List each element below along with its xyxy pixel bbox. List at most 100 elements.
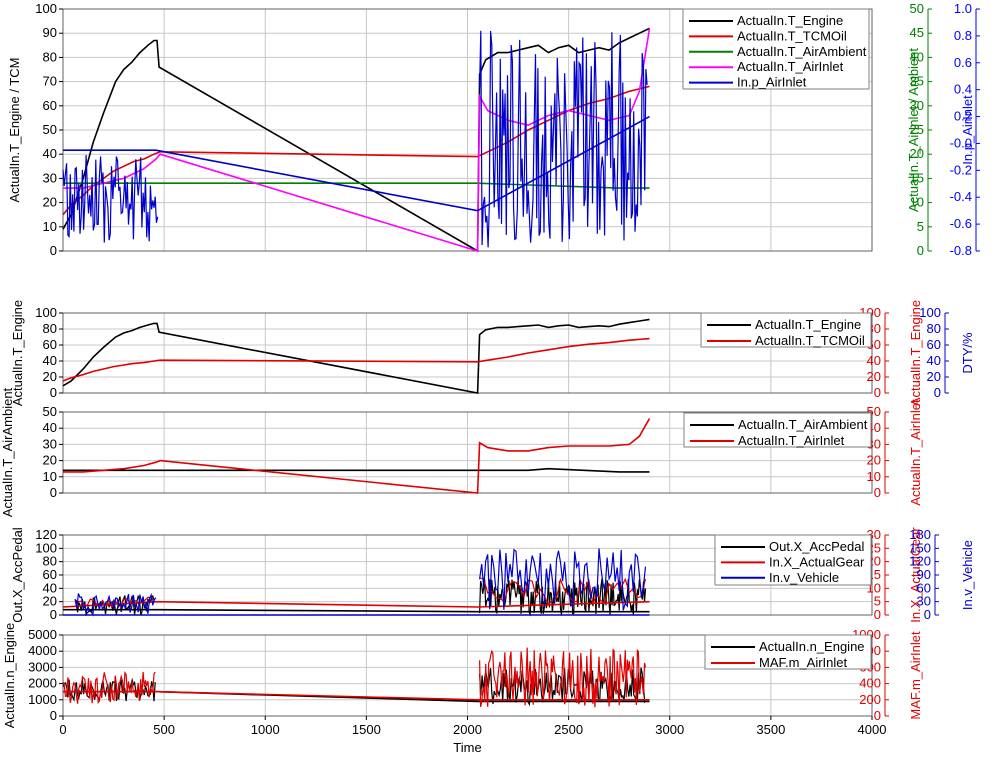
legend-label: ActualIn.T_Engine — [755, 317, 861, 332]
left-tick-label: 20 — [43, 195, 57, 210]
series-line — [63, 418, 651, 494]
right-tick-label: 0 — [874, 607, 881, 622]
series-noise — [479, 30, 648, 248]
legend-label: ActualIn.T_Engine — [737, 13, 843, 28]
left-tick-label: 80 — [43, 321, 57, 336]
panel-p2: 020406080100ActualIn.T_Engine02040608010… — [10, 300, 975, 406]
right-tick-label: 400 — [859, 676, 881, 691]
right-tick-label: 0 — [874, 708, 881, 723]
series-noise — [479, 578, 647, 617]
right-tick-label: 180 — [909, 527, 931, 542]
right-tick-label: 30 — [917, 594, 931, 609]
left-tick-label: 0 — [50, 708, 57, 723]
left-tick-label: 0 — [50, 485, 57, 500]
left-tick-label: 20 — [43, 369, 57, 384]
plot-frame — [62, 312, 873, 394]
right-tick-label: -0.6 — [950, 216, 972, 231]
left-tick-label: 50 — [43, 404, 57, 419]
left-tick-label: 100 — [35, 540, 57, 555]
x-tick-label: 1000 — [251, 722, 280, 737]
left-tick-label: 0 — [50, 243, 57, 258]
left-tick-label: 70 — [43, 74, 57, 89]
left-tick-label: 20 — [43, 594, 57, 609]
left-tick-label: 90 — [43, 25, 57, 40]
right-tick-label: 200 — [859, 692, 881, 707]
right-tick-label: 40 — [927, 353, 941, 368]
left-axis-label: ActualIn.n_Engine — [2, 623, 17, 729]
right-tick-label: 25 — [910, 122, 924, 137]
left-tick-label: 100 — [35, 305, 57, 320]
legend-label: ActualIn.T_AirInlet — [738, 433, 845, 448]
right-tick-label: 5 — [917, 219, 924, 234]
right-tick-label: 60 — [917, 580, 931, 595]
legend-box — [714, 534, 872, 586]
left-axis-label: ActualIn.T_AirAmbient — [0, 387, 15, 517]
legend-label: In.p_AirInlet — [737, 75, 807, 90]
right-tick-label: -0.4 — [950, 189, 972, 204]
left-tick-label: 80 — [43, 554, 57, 569]
legend-label: In.X_ActualGear — [769, 554, 865, 569]
series-noise — [74, 594, 156, 617]
right-axis-label: ActualIn.T_AirInlet — [908, 399, 923, 506]
series-noise — [74, 592, 157, 617]
right-tick-label: 35 — [910, 74, 924, 89]
legend-label: ActualIn.T_AirAmbient — [737, 44, 867, 59]
right-tick-label: 100 — [919, 305, 941, 320]
legend-label: Out.X_AccPedal — [769, 539, 864, 554]
x-tick-label: 1500 — [352, 722, 381, 737]
right-axis-label: ActualIn.T_Engine — [908, 300, 923, 406]
right-tick-label: 45 — [910, 25, 924, 40]
right-tick-label: 20 — [867, 453, 881, 468]
legend-label: ActualIn.T_AirAmbient — [738, 417, 868, 432]
panel-p1: 0102030405060708090100ActualIn.T_Engine … — [7, 1, 980, 258]
left-axis-label: ActualIn.T_Engine / TCM — [7, 58, 22, 203]
legend-label: In.v_Vehicle — [769, 570, 839, 585]
x-tick-label: 0 — [59, 722, 66, 737]
left-axis-label: Out.X_AccPedal — [10, 527, 25, 622]
right-tick-label: 30 — [910, 98, 924, 113]
right-tick-label: 0 — [934, 385, 941, 400]
right-tick-label: 0.8 — [954, 28, 972, 43]
left-tick-label: 60 — [43, 567, 57, 582]
x-tick-label: 2000 — [453, 722, 482, 737]
left-tick-label: 40 — [43, 580, 57, 595]
legend-box — [682, 8, 870, 90]
left-tick-label: 50 — [43, 122, 57, 137]
left-tick-label: 100 — [35, 1, 57, 16]
left-axis-label: ActualIn.T_Engine — [10, 300, 25, 406]
legend: ActualIn.T_EngineActualIn.T_TCMOilActual… — [682, 8, 870, 90]
right-tick-label: 15 — [910, 170, 924, 185]
left-tick-label: 5000 — [28, 627, 57, 642]
left-tick-label: 2000 — [28, 676, 57, 691]
right-tick-label: -0.8 — [950, 243, 972, 258]
series-noise — [479, 647, 647, 708]
right-axis-label: In.p_AirInlet — [960, 95, 975, 165]
right-tick-label: 0 — [924, 607, 931, 622]
left-tick-label: 0 — [50, 607, 57, 622]
right-tick-label: 10 — [867, 469, 881, 484]
legend-label: ActualIn.T_TCMOil — [755, 333, 865, 348]
legend-label: ActualIn.T_AirInlet — [737, 59, 844, 74]
left-tick-label: 80 — [43, 49, 57, 64]
right-axis-label: ActualIn.T_AirInlet / Ambient — [906, 48, 921, 212]
series-noise — [479, 548, 647, 611]
right-tick-label: 20 — [910, 146, 924, 161]
series-noise — [479, 577, 647, 607]
legend-label: MAF.m_AirInlet — [759, 655, 848, 670]
x-tick-label: 3500 — [756, 722, 785, 737]
left-tick-label: 40 — [43, 353, 57, 368]
legend: Out.X_AccPedalIn.X_ActualGearIn.v_Vehicl… — [714, 534, 872, 586]
left-tick-label: 3000 — [28, 659, 57, 674]
left-tick-label: 30 — [43, 436, 57, 451]
left-tick-label: 4000 — [28, 643, 57, 658]
right-tick-label: 40 — [910, 49, 924, 64]
right-tick-label: 0 — [874, 485, 881, 500]
right-tick-label: 0.2 — [954, 109, 972, 124]
